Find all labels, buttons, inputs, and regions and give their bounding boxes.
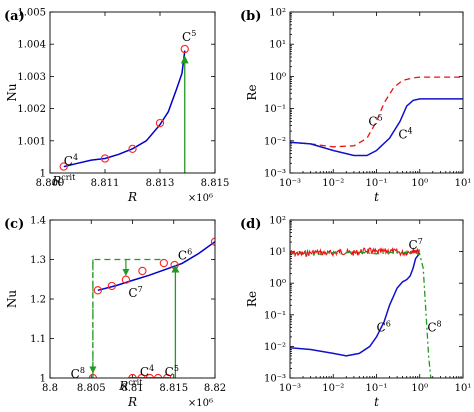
x-tick-label: 10⁻³	[279, 383, 301, 394]
y-axis-label: Nu	[5, 290, 19, 309]
annotation-Rcrit: Rcrit	[51, 173, 76, 188]
x-axis-label: R	[127, 395, 137, 409]
x-tick-label: 8.82	[204, 383, 226, 394]
annotation-C6: C6	[377, 319, 391, 334]
annotation-C5: C5	[368, 113, 382, 128]
series-line-0	[97, 241, 215, 292]
y-tick-label: 10⁰	[269, 279, 286, 290]
y-tick-label: 1	[40, 374, 46, 385]
x-tick-label: 8.8	[42, 383, 58, 394]
x-axis-label: R	[127, 190, 137, 204]
y-tick-label: 1.002	[17, 104, 46, 115]
x-multiplier: ×10⁶	[188, 193, 213, 204]
panel-label: (b)	[240, 9, 261, 24]
annotation-C5: C5	[182, 29, 196, 44]
x-tick-label: 8.811	[91, 178, 120, 189]
y-tick-label: 1.4	[30, 216, 46, 227]
x-tick-label: 10⁻¹	[365, 383, 387, 394]
y-tick-label: 10²	[269, 216, 286, 227]
series-line-4	[92, 258, 162, 378]
plot-area	[289, 11, 464, 174]
y-axis-label: Re	[245, 291, 259, 307]
y-axis-label: Nu	[5, 83, 19, 102]
data-marker	[121, 275, 131, 284]
panel-c: (c) 8.8 8.805 8.81 8.815 8.82 1 1.1 1.2 1.3 1.4 R Nu…	[4, 216, 226, 410]
x-tick-label: 10⁻¹	[365, 178, 387, 189]
x-tick-label: 10¹	[455, 178, 472, 189]
x-tick-label: 8.805	[77, 383, 106, 394]
y-tick-label: 10⁻¹	[264, 310, 286, 321]
annotation-C4: C4	[398, 126, 412, 141]
y-axis-label: Re	[245, 84, 259, 100]
data-marker	[100, 154, 110, 163]
data-marker	[93, 286, 102, 295]
annotation-C6: C6	[178, 248, 192, 263]
y-tick-label: 1	[40, 169, 46, 180]
panel-b: (b) 10⁻³ 10⁻² 10⁻¹ 10⁰ 10¹ 10⁻³ 10⁻² 10⁻¹ 10⁰ 10¹ 1…	[240, 8, 471, 205]
data-marker	[107, 281, 117, 291]
y-tick-label: 10⁻³	[264, 374, 286, 385]
data-marker	[180, 44, 189, 54]
annotation-Rcrit: Rcrit	[118, 378, 143, 393]
annotation-C7: C7	[128, 285, 142, 300]
series-line-0	[63, 50, 186, 168]
y-tick-label: 10⁻¹	[264, 104, 286, 115]
x-axis-label: t	[374, 395, 379, 409]
series-line-C5	[290, 76, 463, 148]
y-tick-label: 1.005	[17, 8, 46, 19]
y-tick-label: 1.2	[30, 295, 46, 306]
annotation-C4: C4	[64, 153, 78, 168]
plot-area	[49, 219, 216, 379]
x-axis-label: t	[374, 190, 379, 204]
annotation-C8: C8	[427, 319, 441, 334]
y-tick-label: 10⁻²	[264, 342, 286, 353]
y-tick-label: 1.003	[17, 72, 46, 83]
data-marker	[128, 144, 137, 153]
y-tick-label: 10⁻³	[264, 169, 286, 180]
x-tick-label: 8.815	[159, 383, 188, 394]
x-tick-label: 10⁰	[411, 178, 428, 189]
data-marker	[138, 266, 147, 276]
y-tick-label: 10¹	[269, 40, 286, 51]
x-tick-label: 10⁰	[411, 383, 428, 394]
annotation-C7: C7	[409, 237, 423, 252]
y-tick-label: 10⁰	[269, 72, 286, 83]
x-tick-label: 10⁻²	[322, 178, 344, 189]
series-line-C4	[290, 98, 463, 157]
y-tick-label: 10⁻²	[264, 136, 286, 147]
plot-area	[49, 11, 216, 174]
x-multiplier: ×10⁶	[188, 398, 213, 409]
y-tick-label: 1.004	[17, 40, 46, 51]
annotation-C5: C5	[165, 364, 179, 379]
data-marker	[159, 258, 168, 268]
y-tick-label: 10¹	[269, 247, 286, 258]
y-tick-label: 1.3	[30, 255, 46, 266]
plot-area	[289, 219, 464, 379]
panel-d: (d) 10⁻³ 10⁻² 10⁻¹ 10⁰ 10¹ 10⁻³ 10⁻² 10⁻¹ 10⁰ 10¹ 1…	[240, 216, 471, 410]
y-tick-label: 1.001	[17, 136, 46, 147]
panel-a: (a) 8.809 8.811 8.813 8.815 1 1.001 1.002 1.003 1…	[4, 8, 229, 205]
series-line-C8	[290, 250, 432, 378]
y-tick-label: 10²	[269, 8, 286, 19]
data-marker	[59, 162, 68, 171]
data-marker	[155, 118, 165, 128]
x-tick-label: 8.813	[146, 178, 175, 189]
annotation-C8: C8	[71, 366, 85, 381]
panel-label: (a)	[4, 9, 25, 24]
panel-label: (c)	[4, 217, 24, 232]
x-tick-label: 10¹	[455, 383, 472, 394]
x-tick-label: 8.81	[121, 383, 143, 394]
annotation-C4: C4	[140, 364, 154, 379]
y-tick-label: 1.1	[30, 334, 46, 345]
series-line-C6	[290, 252, 421, 357]
x-tick-label: 8.815	[201, 178, 230, 189]
x-tick-label: 8.809	[36, 178, 65, 189]
panel-label: (d)	[240, 217, 261, 232]
x-tick-label: 10⁻²	[322, 383, 344, 394]
x-tick-label: 10⁻³	[279, 178, 301, 189]
